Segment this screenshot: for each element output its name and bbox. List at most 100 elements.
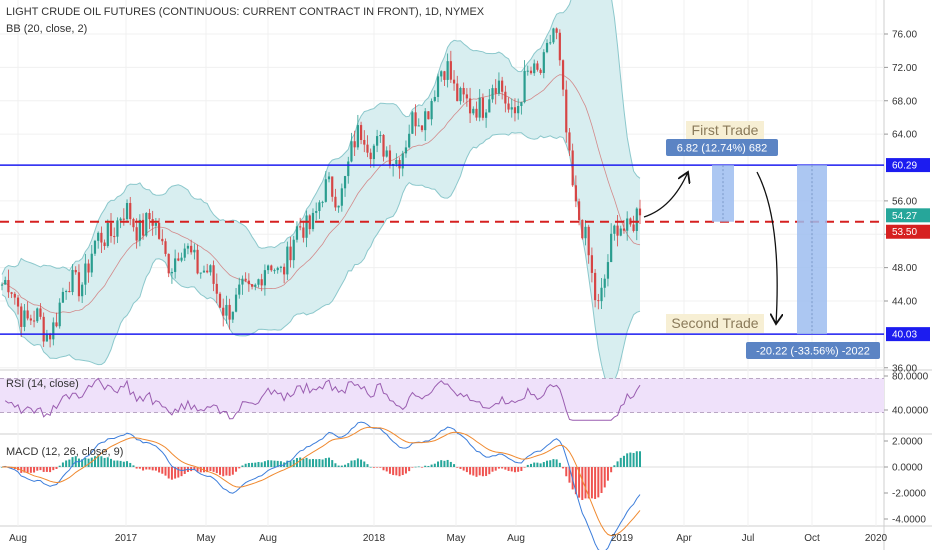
- macd-histogram-bar: [372, 467, 375, 468]
- macd-histogram-bar: [542, 462, 545, 467]
- candle-body: [497, 80, 501, 94]
- candle-body: [491, 88, 494, 100]
- candle-body: [382, 134, 385, 157]
- macd-histogram-bar: [45, 467, 48, 472]
- candle-body: [372, 145, 375, 160]
- macd-histogram-bar: [42, 467, 45, 472]
- rsi-indicator-label[interactable]: RSI (14, close): [6, 378, 79, 390]
- candle-body: [74, 269, 77, 273]
- price-pane[interactable]: [0, 0, 642, 385]
- second-trade-arrow[interactable]: [756, 171, 777, 324]
- macd-histogram-bar: [433, 463, 436, 467]
- macd-histogram-bar: [122, 461, 125, 467]
- candle-body: [395, 159, 398, 164]
- macd-histogram-bar: [363, 461, 366, 467]
- macd-histogram-bar: [437, 461, 440, 467]
- candle-body: [199, 272, 202, 274]
- macd-histogram-bar: [77, 458, 80, 467]
- macd-histogram-bar: [395, 467, 398, 476]
- candle-body: [571, 150, 574, 186]
- macd-histogram-bar: [328, 457, 331, 467]
- candle-body: [292, 239, 295, 261]
- time-tick-label: 2020: [865, 533, 888, 544]
- macd-histogram-bar: [552, 459, 555, 467]
- macd-histogram-bar: [257, 462, 260, 467]
- macd-histogram-bar: [616, 461, 619, 467]
- dashed-line-price-tag-bg: [886, 224, 930, 239]
- macd-axis: 2.0000 0.0000 -2.0000 -4.0000: [884, 437, 926, 526]
- macd-histogram-bar: [632, 452, 635, 467]
- first-trade-label-bg: [686, 121, 764, 140]
- macd-histogram-bar: [26, 467, 29, 473]
- candle-body: [433, 96, 436, 101]
- dashed-line-price-tag: 53.50: [892, 227, 917, 238]
- candle-body: [603, 278, 606, 288]
- macd-histogram-bar: [610, 467, 613, 473]
- macd-histogram-bar: [308, 459, 311, 467]
- macd-histogram-bar: [581, 467, 584, 500]
- time-tick-label: May: [447, 533, 466, 544]
- price-tick-label: 72.00: [892, 63, 917, 74]
- candle-body: [610, 233, 613, 263]
- macd-histogram-bar: [504, 467, 507, 470]
- macd-histogram-bar: [238, 467, 241, 469]
- price-tick-label: 56.00: [892, 196, 917, 207]
- candle-body: [109, 222, 113, 237]
- candle-body: [48, 333, 52, 340]
- macd-histogram-bar: [212, 467, 215, 472]
- macd-histogram-bar: [453, 464, 456, 467]
- candle-body: [436, 76, 440, 97]
- second-trade-label[interactable]: Second Trade: [671, 315, 758, 331]
- candle-body: [170, 271, 174, 274]
- macd-histogram-bar: [81, 459, 84, 467]
- macd-histogram-bar: [126, 461, 129, 467]
- macd-histogram-bar: [254, 462, 257, 467]
- current-price-tag-bg: [886, 208, 930, 223]
- candle-body: [613, 225, 616, 234]
- macd-histogram-bar: [199, 467, 202, 473]
- candle-body: [212, 265, 215, 284]
- macd-histogram-bar: [225, 467, 228, 476]
- macd-histogram-bar: [408, 467, 411, 472]
- macd-histogram-bar: [100, 456, 103, 467]
- macd-histogram-bar: [270, 460, 273, 467]
- second-trade-stats-badge: [746, 342, 880, 359]
- rsi-tick-label: 40.0000: [892, 406, 929, 417]
- price-tick-label: 76.00: [892, 30, 917, 41]
- candle-body: [510, 107, 513, 110]
- rsi-tick-label: 80.0000: [892, 372, 929, 383]
- macd-pane[interactable]: [0, 421, 884, 550]
- candle-body: [356, 125, 359, 148]
- candle-body: [161, 238, 164, 242]
- candle-body: [501, 80, 504, 92]
- macd-histogram-bar: [321, 459, 324, 467]
- candle-body: [517, 106, 520, 114]
- candle-body: [263, 270, 266, 286]
- macd-histogram-bar: [103, 457, 106, 467]
- second-trade-label-bg: [666, 314, 764, 333]
- candle-body: [305, 215, 308, 238]
- macd-histogram-bar: [443, 460, 446, 467]
- candle-body: [590, 255, 594, 273]
- candle-body: [295, 226, 299, 240]
- candle-body: [568, 132, 571, 151]
- candle-body: [45, 333, 48, 342]
- candle-body: [190, 245, 193, 253]
- macd-histogram-bar: [520, 467, 523, 471]
- macd-histogram-bar: [260, 462, 263, 467]
- first-trade-label[interactable]: First Trade: [692, 122, 759, 138]
- candle-body: [616, 225, 619, 236]
- first-trade-arrow[interactable]: [643, 172, 688, 218]
- rsi-pane[interactable]: [0, 377, 884, 421]
- candle-body: [513, 107, 517, 114]
- macd-histogram-bar: [71, 457, 74, 467]
- candle-body: [404, 147, 408, 154]
- candle-body: [424, 111, 427, 131]
- bb-indicator-label[interactable]: BB (20, close, 2): [6, 23, 88, 35]
- macd-histogram-bar: [424, 465, 427, 467]
- macd-histogram-bar: [129, 462, 132, 467]
- macd-indicator-label[interactable]: MACD (12, 26, close, 9): [6, 446, 124, 458]
- candle-body: [302, 227, 305, 238]
- drawings[interactable]: First Trade Second Trade 6.82 (12.74%) 682…: [0, 121, 884, 359]
